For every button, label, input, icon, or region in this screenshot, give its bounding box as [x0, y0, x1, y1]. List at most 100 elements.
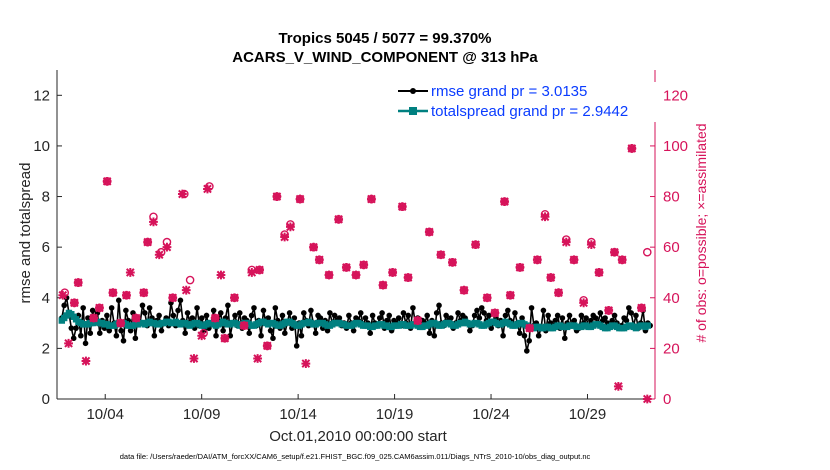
obs-assimilated-point — [378, 280, 388, 290]
rmse-point — [203, 312, 210, 319]
obs-assimilated-point — [436, 250, 446, 260]
rmse-point — [467, 327, 473, 334]
obs-assimilated-point — [108, 288, 118, 298]
rmse-point — [225, 302, 231, 309]
rmse-point — [282, 330, 288, 337]
rmse-point — [189, 315, 196, 321]
rmse-point — [127, 327, 134, 334]
rmse-point — [213, 332, 219, 339]
rmse-point — [270, 335, 276, 342]
rmse-point — [279, 312, 286, 319]
rmse-point — [132, 335, 139, 342]
obs-assimilated-point — [500, 197, 509, 206]
rmse-point — [592, 315, 599, 321]
rmse-point — [526, 337, 532, 344]
y-left-tick-label: 10 — [33, 138, 50, 155]
rmse-point — [561, 335, 568, 342]
obs-assimilated-point — [247, 268, 257, 277]
rmse-point — [578, 312, 585, 319]
rmse-point — [286, 310, 293, 316]
obs-assimilated-point — [617, 255, 627, 265]
obs-assimilated-point — [351, 270, 361, 280]
rmse-point — [524, 348, 530, 354]
obs-assimilated-point — [286, 222, 295, 232]
obs-assimilated-point — [181, 285, 191, 295]
rmse-point — [500, 332, 506, 339]
obs-assimilated-point — [280, 232, 290, 242]
obs-assimilated-point — [561, 237, 571, 247]
obs-assimilated-point — [413, 316, 423, 325]
x-tick-label: 10/09 — [183, 406, 221, 423]
rmse-point — [386, 312, 393, 319]
x-tick-label: 10/24 — [472, 406, 510, 423]
obs-assimilated-point — [471, 240, 480, 250]
chart-title-line2: ACARS_V_WIND_COMPONENT @ 313 hPa — [232, 49, 538, 66]
obs-assimilated-point — [64, 338, 73, 348]
obs-assimilated-point — [272, 192, 282, 201]
rmse-point — [476, 315, 483, 321]
legend-rmse-label: rmse grand pr = 3.0135 — [431, 83, 587, 100]
rmse-point — [265, 315, 272, 321]
rmse-point — [272, 305, 279, 311]
obs-assimilated-point — [637, 303, 646, 313]
rmse-point — [431, 332, 438, 339]
rmse-point — [384, 317, 390, 324]
obs-assimilated-point — [95, 303, 104, 313]
y-right-tick-label: 40 — [663, 290, 680, 307]
obs-assimilated-point — [309, 242, 318, 252]
rmse-point — [521, 332, 528, 339]
rmse-point — [505, 307, 511, 314]
legend-spread-marker — [409, 107, 417, 115]
rmse-point — [104, 312, 110, 319]
obs-assimilated-point — [216, 270, 226, 280]
obs-assimilated-point — [162, 242, 172, 252]
rmse-point — [175, 307, 181, 314]
rmse-point — [559, 315, 566, 321]
rmse-point — [628, 310, 634, 316]
x-tick-label: 10/19 — [376, 406, 414, 423]
rmse-point — [410, 305, 416, 311]
rmse-point — [433, 310, 440, 316]
rmse-point — [146, 305, 153, 311]
rmse-point — [535, 332, 542, 339]
obs-assimilated-point — [149, 217, 158, 227]
rmse-point — [236, 310, 243, 316]
legend: rmse grand pr = 3.0135 totalspread grand… — [392, 82, 656, 122]
rmse-point — [113, 332, 120, 339]
rmse-point — [478, 305, 485, 311]
obs-assimilated-point — [424, 227, 434, 237]
rmse-point — [566, 312, 573, 319]
obs-assimilated-point — [490, 308, 500, 318]
rmse-point — [248, 312, 255, 319]
obs-assimilated-point — [262, 341, 272, 351]
obs-assimilated-point — [116, 318, 126, 328]
obs-assimilated-point — [334, 214, 344, 224]
rmse-point — [512, 310, 518, 316]
rmse-point — [308, 307, 314, 314]
obs-assimilated-point — [505, 290, 515, 300]
obs-assimilated-point — [89, 313, 99, 323]
obs-assimilated-point — [604, 306, 614, 315]
obs-assimilated-point — [197, 331, 207, 341]
rmse-point — [474, 307, 480, 314]
rmse-point — [552, 317, 559, 324]
rmse-point — [170, 312, 177, 319]
obs-assimilated-point — [81, 356, 91, 366]
obs-assimilated-point — [154, 250, 164, 260]
obs-assimilated-point — [324, 270, 334, 280]
rmse-point — [331, 312, 338, 319]
obs-assimilated-point — [122, 290, 131, 300]
rmse-point — [571, 317, 578, 324]
obs-assimilated-point — [301, 359, 311, 368]
y-axis-label-left: rmse and totalspread — [17, 163, 34, 304]
obs-assimilated-point — [143, 237, 153, 247]
data-file-footer: data file: /Users/raeder/DAI/ATM_forcXX/… — [120, 452, 591, 461]
rmse-point — [362, 315, 369, 321]
rmse-point — [260, 307, 267, 314]
y-right-tick-label: 80 — [663, 189, 680, 206]
rmse-point — [232, 312, 238, 319]
rmse-point — [369, 312, 376, 319]
obs-possible-point — [642, 247, 652, 257]
obs-assimilated-point — [203, 184, 212, 194]
